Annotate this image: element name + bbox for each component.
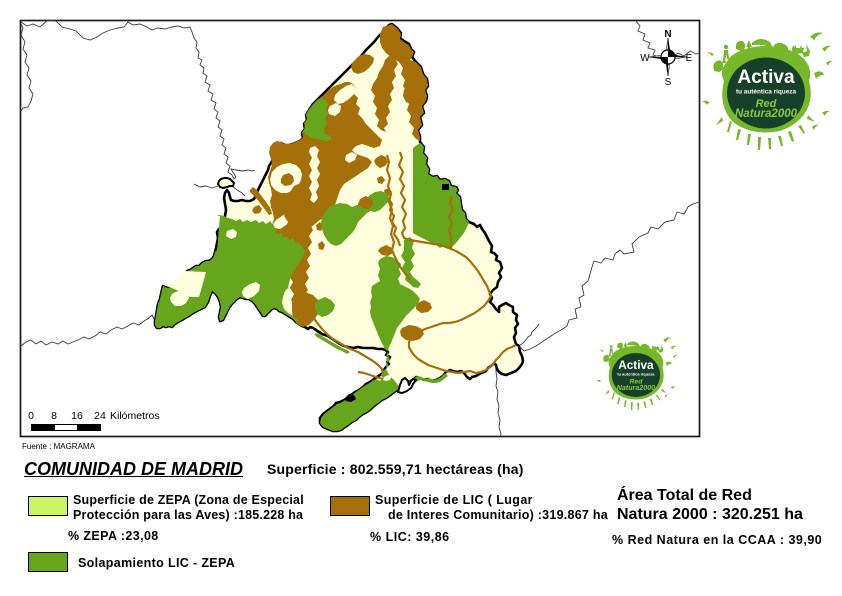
svg-text:Activa: Activa [737,67,794,88]
svg-text:0: 0 [28,410,34,422]
svg-text:Natura2000: Natura2000 [735,108,798,120]
svg-text:N: N [664,29,671,40]
svg-text:E: E [686,53,693,64]
svg-text:S: S [665,77,672,88]
svg-text:8: 8 [51,410,57,422]
svg-text:Kilómetros: Kilómetros [110,410,160,422]
svg-text:W: W [640,53,650,64]
svg-text:16: 16 [71,410,83,422]
svg-text:Red: Red [756,98,777,110]
svg-text:24: 24 [94,410,106,422]
svg-text:tu auténtica riqueza: tu auténtica riqueza [736,89,796,96]
